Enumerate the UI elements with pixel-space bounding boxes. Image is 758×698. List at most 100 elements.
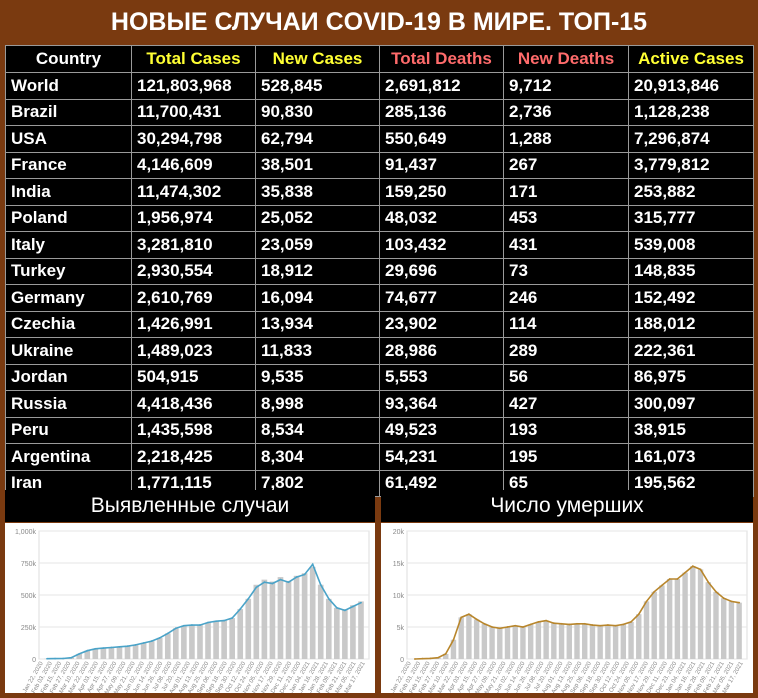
bar <box>690 566 696 659</box>
bar <box>100 648 107 659</box>
data-point <box>730 600 733 603</box>
data-point <box>429 657 432 660</box>
cell-country: Czechia <box>5 310 132 338</box>
cell-new-deaths: 289 <box>503 337 629 365</box>
bar <box>148 641 155 659</box>
cell-new-cases: 38,501 <box>255 151 380 179</box>
cell-total-deaths: 159,250 <box>379 178 504 206</box>
data-point <box>537 620 540 623</box>
bar <box>651 591 657 659</box>
page-title: НОВЫЕ СЛУЧАИ COVID-19 В МИРЕ. ТОП-15 <box>110 8 648 36</box>
bar <box>443 653 449 659</box>
bar <box>156 637 163 659</box>
bar <box>612 625 619 659</box>
bar <box>497 628 503 659</box>
cell-new-cases: 16,094 <box>255 284 380 312</box>
cell-total-deaths: 23,902 <box>379 310 504 338</box>
data-point <box>247 597 250 600</box>
data-point <box>279 578 282 581</box>
cell-total-cases: 121,803,968 <box>131 72 256 100</box>
bar <box>92 648 99 659</box>
y-tick-label: 500k <box>21 593 37 600</box>
bar <box>589 625 596 659</box>
cell-active-cases: 161,073 <box>628 443 754 471</box>
data-point <box>514 624 517 627</box>
data-point <box>295 576 298 578</box>
data-point <box>460 616 463 619</box>
cell-total-cases: 2,610,769 <box>131 284 256 312</box>
bar <box>582 623 588 659</box>
bar <box>450 639 457 659</box>
data-point <box>583 622 586 625</box>
cell-country: India <box>5 178 132 206</box>
y-tick-label: 250k <box>21 625 37 632</box>
data-point <box>483 622 486 625</box>
data-point <box>691 565 694 568</box>
table-row: Argentina 2,218,425 8,304 54,231 195 161,073 <box>5 443 754 471</box>
data-point <box>215 620 217 623</box>
header-new-deaths: New Deaths <box>503 45 629 73</box>
cell-new-cases: 18,912 <box>255 257 380 285</box>
cell-new-deaths: 2,736 <box>503 98 629 126</box>
cell-new-cases: 90,830 <box>255 98 380 126</box>
cell-new-deaths: 171 <box>503 178 629 206</box>
bar <box>285 580 292 659</box>
bar <box>253 584 260 659</box>
data-point <box>263 581 266 584</box>
cell-new-deaths: 1,288 <box>503 125 629 153</box>
data-point <box>522 626 524 628</box>
cell-new-cases: 23,059 <box>255 231 380 259</box>
cell-total-deaths: 28,986 <box>379 337 504 365</box>
cell-active-cases: 86,975 <box>628 363 754 391</box>
data-point <box>199 624 201 626</box>
cell-new-deaths: 114 <box>503 310 629 338</box>
bar <box>245 598 252 659</box>
cell-total-deaths: 550,649 <box>379 125 504 153</box>
data-point <box>174 627 177 630</box>
cell-new-deaths: 246 <box>503 284 629 312</box>
bar <box>666 579 673 659</box>
cell-total-deaths: 2,691,812 <box>379 72 504 100</box>
data-point <box>722 597 725 600</box>
bar <box>628 621 634 659</box>
cell-new-deaths: 427 <box>503 390 629 418</box>
bar <box>197 625 203 659</box>
bar <box>489 627 495 659</box>
cell-total-deaths: 91,437 <box>379 151 504 179</box>
cell-total-deaths: 49,523 <box>379 416 504 444</box>
bar <box>358 601 364 659</box>
data-point <box>166 632 169 635</box>
data-point <box>134 644 137 646</box>
cell-country: Argentina <box>5 443 132 471</box>
header-country: Country <box>5 45 132 73</box>
cell-new-deaths: 9,712 <box>503 72 629 100</box>
data-point <box>684 571 686 574</box>
table-row: Brazil 11,700,431 90,830 285,136 2,736 1,128,… <box>5 98 754 126</box>
data-point <box>637 613 640 616</box>
data-point <box>715 590 717 593</box>
data-point <box>560 622 563 625</box>
bar <box>620 624 627 659</box>
data-point <box>506 626 509 628</box>
bar <box>527 624 534 659</box>
bar <box>277 577 284 659</box>
data-point <box>223 619 226 622</box>
table-row: Peru 1,435,598 8,534 49,523 193 38,915 <box>5 416 754 444</box>
bar <box>269 581 276 659</box>
bar <box>189 625 195 659</box>
deaths-chart-title: Число умерших <box>381 490 753 522</box>
bar <box>301 573 308 659</box>
cell-new-cases: 13,934 <box>255 310 380 338</box>
table-row: France 4,146,609 38,501 91,437 267 3,779,812 <box>5 151 754 179</box>
data-point <box>606 624 609 626</box>
data-point <box>468 613 470 616</box>
data-point <box>231 617 234 619</box>
cell-active-cases: 7,296,874 <box>628 125 754 153</box>
bar <box>466 614 472 659</box>
table-row: Turkey 2,930,554 18,912 29,696 73 148,835 <box>5 257 754 285</box>
data-point <box>335 606 338 609</box>
cell-total-cases: 2,218,425 <box>131 443 256 471</box>
header-total-cases: Total Cases <box>131 45 256 73</box>
cell-active-cases: 300,097 <box>628 390 754 418</box>
